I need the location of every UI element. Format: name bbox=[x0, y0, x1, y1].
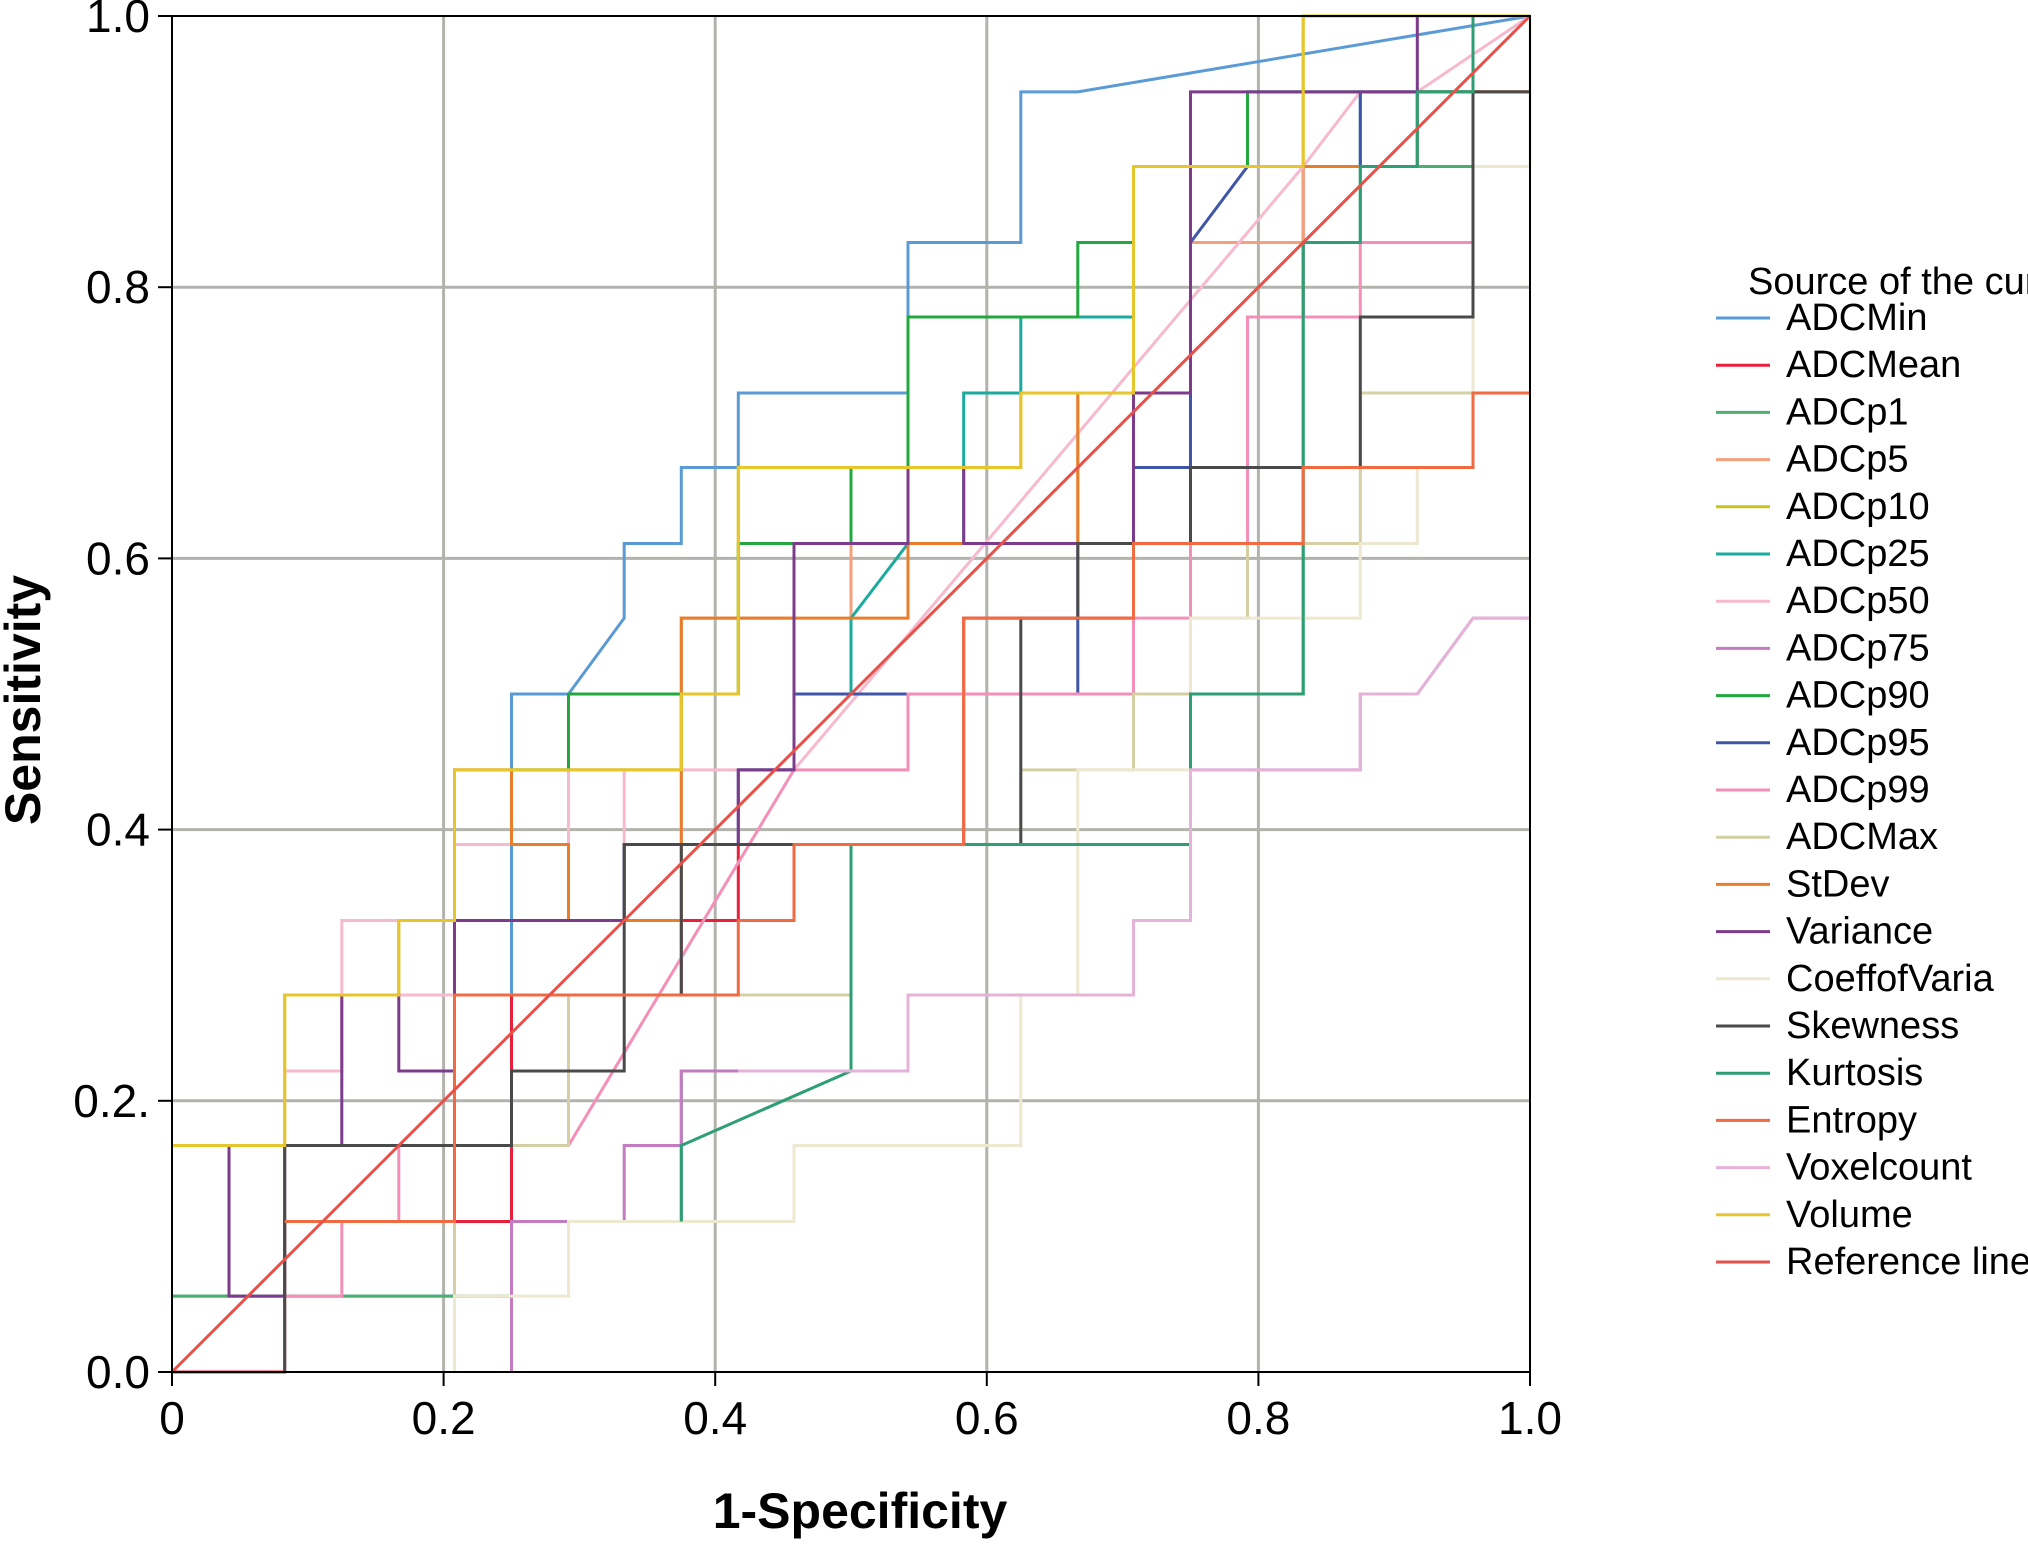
legend-label-reference-line: Reference line bbox=[1786, 1241, 2028, 1283]
legend-label-entropy: Entropy bbox=[1786, 1099, 1917, 1141]
series-line-volume bbox=[172, 16, 1305, 1147]
legend-label-adcp50: ADCp50 bbox=[1786, 580, 1930, 622]
legend-label-adcmin: ADCMin bbox=[1786, 297, 1927, 339]
legend-label-variance: Variance bbox=[1786, 911, 1933, 953]
series-line-adcmin bbox=[172, 14, 1531, 1298]
x-tick-label: 0.8 bbox=[1226, 1392, 1290, 1444]
y-tick-label: 0.2. bbox=[73, 1075, 150, 1127]
legend-label-adcp5: ADCp5 bbox=[1786, 439, 1909, 481]
legend-label-adcp10: ADCp10 bbox=[1786, 486, 1930, 528]
legend-label-kurtosis: Kurtosis bbox=[1786, 1052, 1923, 1094]
y-tick-label: 0.0 bbox=[86, 1346, 150, 1398]
y-tick-label: 0.8 bbox=[86, 261, 150, 313]
series-line-entropy bbox=[284, 391, 1530, 1223]
x-tick-label: 0.2 bbox=[412, 1392, 476, 1444]
x-tick-label: 0.6 bbox=[955, 1392, 1019, 1444]
legend-label-volume: Volume bbox=[1786, 1194, 1913, 1236]
legend-title: Source of the curve bbox=[1748, 261, 2028, 303]
x-tick-label: 0.4 bbox=[683, 1392, 747, 1444]
plot-frame bbox=[171, 15, 1531, 1373]
series-line-adcp99 bbox=[284, 90, 1530, 1298]
legend-label-adcp95: ADCp95 bbox=[1786, 722, 1930, 764]
series-line-kurtosis bbox=[679, 16, 1475, 1222]
legend-label-skewness: Skewness bbox=[1786, 1005, 1959, 1047]
series-line-variance bbox=[172, 16, 1419, 1298]
axes-layer: 0 0.2 0.4 0.6 0.8 1.0 0.0 0.2. 0.4 0.6 0.8 1.0 bbox=[73, 0, 1562, 1444]
legend-items: ADCMin ADCMean ADCp1 ADCp5 ADCp10 ADCp25 ADCp5… bbox=[1716, 297, 2028, 1283]
x-tick-label: 0 bbox=[159, 1392, 185, 1444]
series-layer bbox=[170, 14, 1532, 1374]
legend-label-voxelcount: Voxelcount bbox=[1786, 1147, 1972, 1189]
legend-label-coeffofvaria: CoeffofVaria bbox=[1786, 958, 1995, 1000]
legend-label-adcmax: ADCMax bbox=[1786, 816, 1938, 858]
legend-label-adcp99: ADCp99 bbox=[1786, 769, 1930, 811]
legend-label-adcp25: ADCp25 bbox=[1786, 533, 1930, 575]
x-tick-label: 1.0 bbox=[1498, 1392, 1562, 1444]
series-line-adcp95 bbox=[622, 90, 1473, 921]
legend: Source of the curve ADCMinADCMeanADCp1AD… bbox=[1716, 261, 2028, 1283]
series-line-voxelcount bbox=[738, 616, 1530, 1073]
series-line-reference-line bbox=[170, 14, 1532, 1374]
y-tick-label: 0.6 bbox=[86, 532, 150, 584]
legend-label-adcmean: ADCMean bbox=[1786, 344, 1961, 386]
legend-label-adcp90: ADCp90 bbox=[1786, 675, 1930, 717]
legend-label-adcp1: ADCp1 bbox=[1786, 391, 1909, 433]
legend-label-adcp75: ADCp75 bbox=[1786, 627, 1930, 669]
y-tick-label: 1.0 bbox=[86, 0, 150, 42]
y-tick-label: 0.4 bbox=[86, 804, 150, 856]
legend-label-stdev: StDev bbox=[1786, 863, 1889, 905]
y-axis-title: Sensitivity bbox=[0, 575, 51, 825]
x-axis-title: 1-Specificity bbox=[713, 1483, 1008, 1539]
